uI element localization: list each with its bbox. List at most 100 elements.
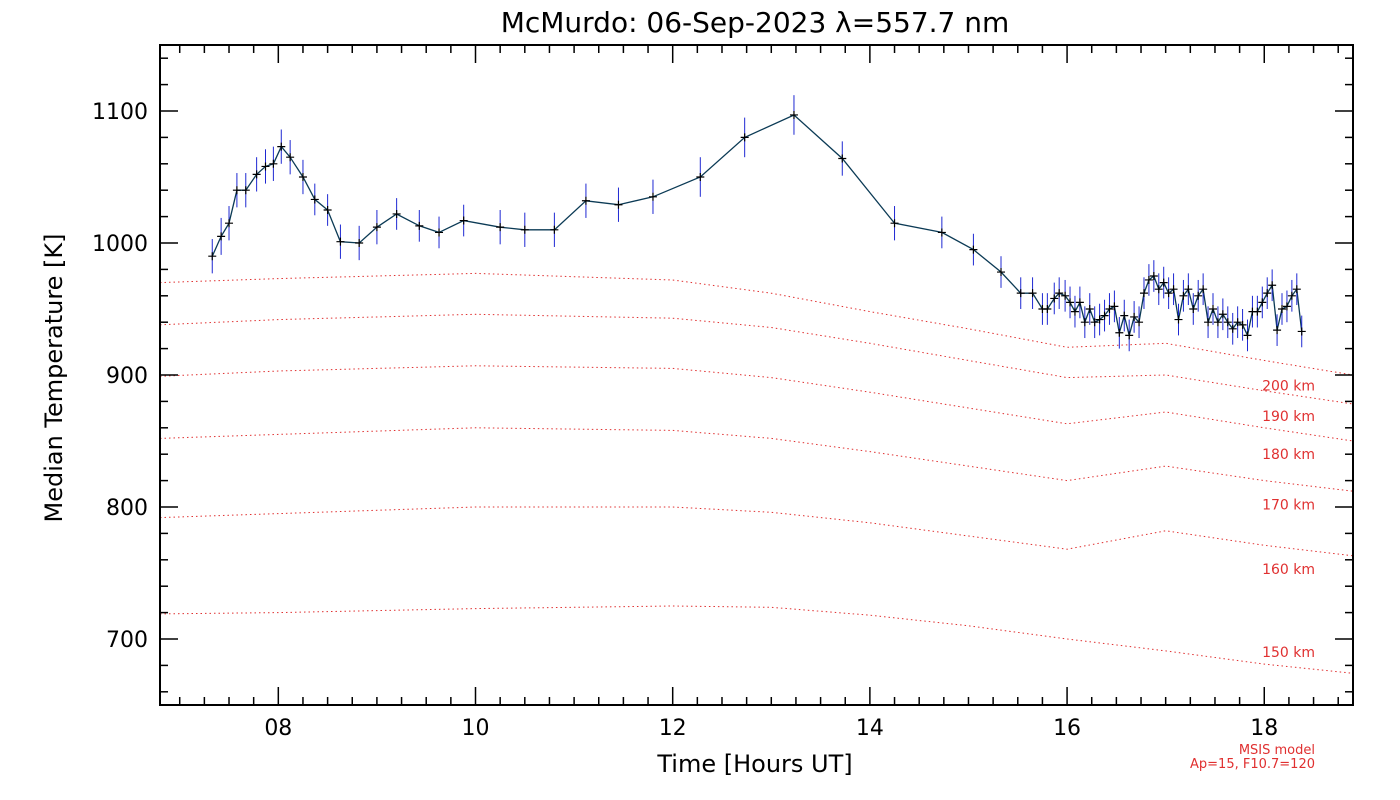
plot-area: 150 km 160 km 170 km 180 km 190 km 200 km 08 10… [92,44,1354,741]
y-tick-label: 800 [106,496,148,521]
data-point [392,209,401,218]
data-point [1090,318,1099,327]
model-curve-160km [159,506,1354,557]
data-point [520,225,529,234]
x-axis-label: Time [Hours UT] [656,750,852,778]
data-point [208,252,217,261]
y-tick-label: 1100 [92,100,148,125]
data-point [1149,272,1158,280]
data-point [648,192,657,201]
data-point [740,133,749,142]
chart-title: McMurdo: 06-Sep-2023 λ=557.7 nm [501,6,1010,39]
data-point [1050,294,1059,303]
data-point [1213,318,1222,327]
data-point [252,170,261,179]
data-point [1199,285,1208,294]
data-point [355,239,364,247]
data-point [1243,331,1252,340]
data-point [1100,311,1109,320]
data-point [937,228,946,237]
data-point [1189,305,1198,313]
data-point [323,206,332,214]
data-point [1287,291,1296,300]
data-point [1223,318,1232,327]
data-point [1016,289,1025,298]
data-point [217,232,226,241]
model-note-line-2: Ap=15, F10.7=120 [1190,757,1315,772]
data-point [1233,318,1242,327]
data-point [1164,289,1173,298]
data-point [435,228,444,237]
data-point [969,245,978,254]
data-point [1228,324,1237,333]
data-line [211,114,1303,338]
model-label-180km: 180 km [1262,447,1315,463]
data-point [1194,291,1203,300]
data-point [1179,291,1188,300]
data-point [1263,289,1272,298]
x-tick-label: 10 [462,716,490,741]
data-point [1144,275,1153,284]
data-point [1125,331,1134,340]
y-axis-label: Median Temperature [K] [40,233,68,522]
data-point [1080,318,1089,327]
data-point [1110,302,1119,311]
data-point [372,223,381,232]
data-point [1292,285,1301,294]
data-point [336,237,345,246]
data-point [1075,298,1084,307]
data-point [1028,289,1037,298]
data-point [1208,305,1217,313]
data-point [1130,312,1139,321]
model-curve-170km [159,427,1354,492]
x-tick-label: 16 [1053,716,1081,741]
data-point [1135,318,1144,327]
plot-frame [159,44,1354,706]
data-point [261,162,270,171]
model-curve-200km [159,272,1354,376]
data-point [298,173,307,181]
data-point [890,219,899,228]
data-point [1238,320,1247,329]
model-curve-150km [159,605,1354,674]
data-point [459,216,468,225]
model-label-200km: 200 km [1262,379,1315,395]
model-label-190km: 190 km [1262,409,1315,425]
data-point [1174,315,1183,324]
x-tick-label: 14 [856,716,884,741]
data-point [614,200,623,209]
data-point [1154,285,1163,294]
x-tick-label: 08 [264,716,292,741]
model-curve-180km [159,365,1354,442]
data-point [225,219,234,228]
data-point [789,110,798,119]
data-point [1273,326,1282,335]
data-point [1066,298,1075,307]
model-label-170km: 170 km [1262,497,1315,513]
x-tick-label: 18 [1250,716,1278,741]
data-point [550,225,559,234]
data-point [1070,307,1079,316]
data-point [1169,285,1178,294]
data-point [415,221,424,230]
model-note-line-1: MSIS model [1239,743,1315,758]
data-point [581,196,590,205]
data-point [1139,289,1148,298]
data-point [838,154,847,163]
model-label-160km: 160 km [1262,562,1315,578]
data-point [1253,307,1262,316]
data-point [1115,328,1124,337]
data-point [1218,310,1227,319]
x-tick-label: 12 [659,716,687,741]
data-point [286,153,295,162]
data-point [1061,291,1070,300]
data-point [696,173,705,181]
data-point [496,223,505,232]
data-point [1085,305,1094,313]
data-point [241,186,250,195]
data-point [310,195,319,204]
data-point [277,142,286,151]
data-point [1055,289,1064,298]
data-point [1095,315,1104,324]
